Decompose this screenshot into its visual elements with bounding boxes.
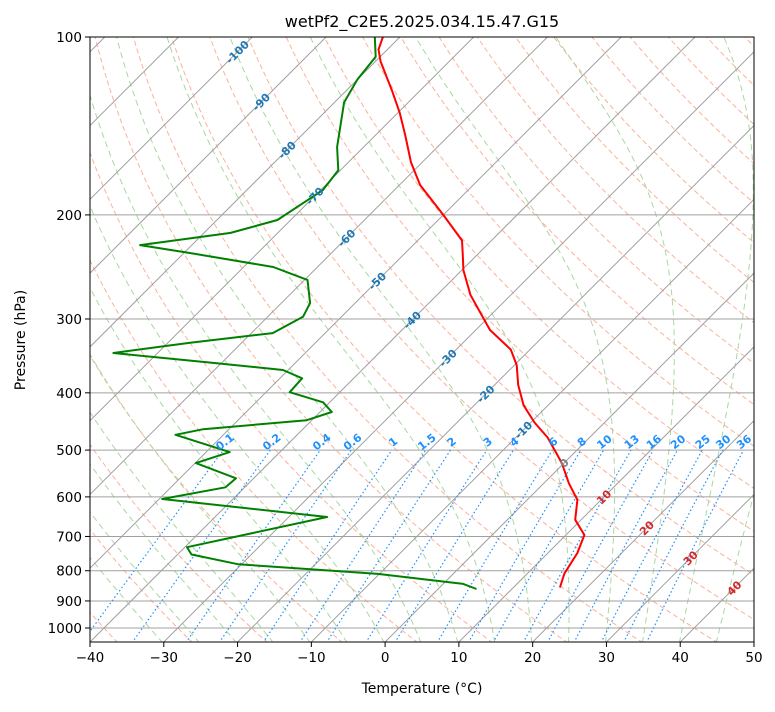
x-tick-label: 40 xyxy=(672,650,689,666)
x-axis-label: Temperature (°C) xyxy=(361,681,483,697)
moist-adiabat xyxy=(75,37,421,643)
dry-adiabat xyxy=(469,24,775,643)
mixing-ratio-line xyxy=(326,450,450,643)
dry-adiabat xyxy=(0,24,343,643)
moist-adiabat xyxy=(117,37,458,643)
isotherm xyxy=(458,24,775,643)
x-tick-label: −40 xyxy=(76,650,105,666)
moist-adiabat xyxy=(230,37,532,643)
mixing-ratio-label: 13 xyxy=(622,432,642,452)
x-tick-label: −30 xyxy=(150,650,179,666)
y-tick-label: 600 xyxy=(56,490,82,506)
isotherm xyxy=(532,24,775,643)
x-tick-label: 50 xyxy=(745,650,762,666)
isotherm xyxy=(753,24,775,643)
mixing-ratio-line xyxy=(82,450,224,643)
dry-adiabat xyxy=(619,24,775,643)
isotherm xyxy=(0,24,487,643)
mixing-ratio-line xyxy=(601,450,702,643)
mixing-ratio-label: 10 xyxy=(595,432,615,452)
isotherm xyxy=(0,24,265,643)
dry-adiabat xyxy=(431,24,775,643)
isotherm-label: 10 xyxy=(594,487,614,507)
mixing-ratio-label: 2 xyxy=(445,435,459,450)
dry-adiabat xyxy=(17,24,418,643)
mixing-ratio-label: 20 xyxy=(668,432,688,452)
moist-adiabat xyxy=(0,37,237,643)
mixing-ratio-line xyxy=(646,450,743,643)
x-tick-label: −10 xyxy=(297,650,326,666)
mixing-ratio-label: 25 xyxy=(693,432,713,452)
x-tick-label: 30 xyxy=(598,650,615,666)
mixing-ratio-label: 36 xyxy=(734,432,754,452)
isotherm xyxy=(89,24,708,643)
mixing-ratio-line xyxy=(468,450,581,643)
mixing-ratio-line xyxy=(132,450,270,643)
mixing-ratio-label: 16 xyxy=(644,432,664,452)
chart-title: wetPf2_C2E5.2025.034.15.47.G15 xyxy=(285,12,559,32)
y-tick-label: 1000 xyxy=(48,621,82,637)
moist-adiabat xyxy=(0,37,200,643)
isotherm xyxy=(163,24,775,643)
moist-adiabat xyxy=(10,37,348,643)
isotherm xyxy=(0,24,339,643)
y-tick-label: 700 xyxy=(56,529,82,545)
mixing-ratio-label: 6 xyxy=(546,434,560,449)
isotherm-label: -100 xyxy=(223,38,252,67)
isotherm-label: -90 xyxy=(250,90,273,113)
y-tick-label: 500 xyxy=(56,443,82,459)
mixing-ratio-label: 30 xyxy=(713,432,733,452)
dry-adiabat xyxy=(280,24,775,643)
moist-adiabat xyxy=(716,37,775,643)
mixing-ratio-label: 1 xyxy=(386,435,400,450)
mixing-ratio-line xyxy=(219,450,351,643)
x-tick-label: 0 xyxy=(381,650,390,666)
dewpoint-line xyxy=(113,37,476,589)
isotherm xyxy=(310,24,775,643)
dry-adiabat xyxy=(130,24,643,643)
mixing-ratio-label: 8 xyxy=(575,435,589,450)
dry-adiabat xyxy=(770,24,775,643)
y-tick-label: 300 xyxy=(56,312,82,328)
background-lines xyxy=(0,24,775,643)
moist-adiabat xyxy=(0,37,274,643)
moist-adiabat xyxy=(0,37,310,643)
isotherm xyxy=(0,24,413,643)
x-tick-label: 20 xyxy=(524,650,541,666)
y-tick-label: 100 xyxy=(56,30,82,46)
y-tick-label: 200 xyxy=(56,208,82,224)
dry-adiabat xyxy=(243,24,775,643)
x-tick-label: 10 xyxy=(450,650,467,666)
dry-adiabat xyxy=(695,24,775,643)
y-tick-label: 800 xyxy=(56,564,82,580)
y-axis-label: Pressure (hPa) xyxy=(13,290,29,390)
mixing-ratio-label: 3 xyxy=(481,435,495,450)
y-tick-label: 900 xyxy=(56,594,82,610)
mixing-ratio-line xyxy=(366,450,487,643)
dry-adiabat xyxy=(0,24,268,643)
x-tick-label: −20 xyxy=(223,650,252,666)
mixing-ratio-line xyxy=(574,450,678,643)
profiles xyxy=(113,37,584,589)
y-tick-label: 400 xyxy=(56,386,82,402)
dry-adiabat xyxy=(356,24,775,643)
